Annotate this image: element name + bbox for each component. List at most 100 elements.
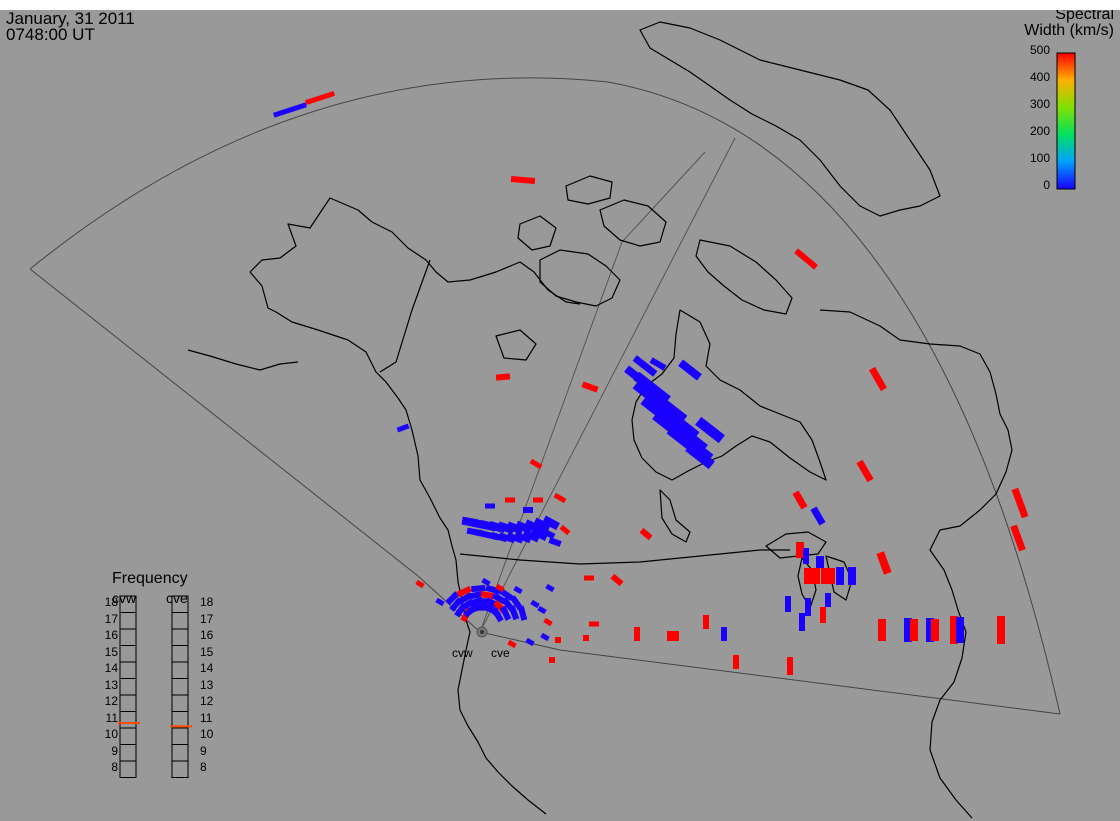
fov-arc (29, 77, 1061, 715)
echo-cell (529, 458, 543, 470)
echo-cell (856, 459, 874, 483)
echo-cell (481, 577, 491, 587)
echo-cell (537, 605, 547, 615)
echo-cell (803, 548, 809, 564)
frequency-scale-right: 9 (200, 743, 207, 758)
echo-cell (639, 527, 653, 541)
echo-cell (396, 423, 410, 433)
echo-cell (468, 591, 484, 600)
station-label-cve: cve (491, 646, 510, 660)
colorbar-tick: 300 (1029, 97, 1050, 111)
echo-cell (1010, 524, 1026, 552)
frequency-cell (171, 727, 189, 745)
frequency-cell (119, 727, 137, 745)
station-label-cvw: cvw (452, 646, 473, 660)
echo-cell (910, 619, 918, 641)
map-canvas: January, 31 2011 0748:00 UT Spectral Wid… (0, 10, 1120, 821)
echo-cell (497, 521, 515, 535)
frequency-cell (119, 744, 137, 762)
aleutians (187, 349, 299, 371)
echo-cell (499, 605, 512, 621)
frequency-cell (119, 694, 137, 712)
colorbar-tick: 100 (1029, 151, 1050, 165)
frequency-radar-label-cvw: cvw (112, 590, 137, 606)
fov-outline (29, 77, 1061, 715)
map-svg (29, 21, 1076, 819)
fov-south-edge (479, 631, 1061, 715)
frequency-cell (119, 678, 137, 696)
echo-cell (553, 492, 567, 504)
canada-us-border (459, 549, 790, 565)
echo-cell (792, 490, 808, 510)
frequency-cell (119, 645, 137, 663)
frequency-cell (171, 661, 189, 679)
echo-cell (435, 597, 445, 607)
frequency-radar-label-cve: cve (166, 590, 188, 606)
echo-cell (508, 605, 520, 621)
frequency-scale-left: 18 (104, 595, 118, 609)
echo-cell (517, 605, 528, 621)
echo-cell (816, 556, 824, 568)
fov-beam-2 (479, 137, 736, 633)
echo-cell (471, 584, 486, 593)
echo-cell (509, 595, 523, 611)
frequency-scale-right: 11 (200, 710, 213, 725)
frequency-scale-right: 13 (200, 677, 214, 692)
alaska-yukon-border (379, 259, 431, 373)
radar-site-dot (480, 630, 484, 634)
echo-cell (848, 567, 856, 585)
echo-cell (799, 613, 805, 631)
echo-cell (796, 542, 804, 558)
frequency-boxes (118, 595, 192, 778)
echo-cell (950, 616, 958, 644)
frequency-title: Frequency (112, 570, 188, 587)
echo-cell (678, 359, 702, 381)
echo-cell (876, 551, 892, 575)
colorbar-title-line1: Spectral (1055, 10, 1114, 23)
echo-cell (530, 528, 548, 541)
echo-cell (415, 579, 425, 589)
echo-cell (805, 598, 811, 616)
echo-cell (545, 583, 555, 593)
colorbar-title-line2: Width (km/s) (1024, 22, 1114, 39)
fov-beam-1 (479, 151, 706, 633)
echo-cell (523, 507, 533, 513)
echo-cell (804, 568, 820, 584)
frequency-scale-right: 18 (200, 595, 214, 609)
echo-cell (525, 637, 535, 647)
echo-cell (506, 521, 524, 535)
frequency-cell (171, 678, 189, 696)
backscatter-echoes (273, 90, 1029, 675)
echo-cell (506, 532, 524, 544)
echo-cell (445, 591, 460, 606)
echo-cell (273, 102, 307, 118)
echo-cell (538, 526, 556, 540)
echo-cell (540, 632, 550, 642)
echo-cell (878, 619, 886, 641)
echo-cell (956, 617, 964, 643)
alaska-south (249, 271, 471, 633)
echo-cell (533, 497, 543, 503)
echo-cell (542, 515, 560, 531)
colorbar-tick: 200 (1029, 124, 1050, 138)
echo-cell (495, 583, 505, 593)
echo-cell (721, 627, 727, 641)
echo-cell (634, 627, 640, 641)
hudson-bay (631, 309, 827, 481)
frequency-scale-right: 17 (200, 611, 214, 626)
frequency-scale-right: 12 (200, 694, 214, 708)
frequency-scale-left: 10 (104, 727, 118, 741)
echo-cell (515, 520, 533, 535)
echo-cell (513, 585, 523, 595)
echo-cell (491, 607, 504, 623)
echo-cell (584, 575, 594, 581)
colorbar-gradient (1056, 52, 1076, 190)
echo-cell (836, 567, 844, 585)
baffin-island (695, 239, 793, 315)
echo-cell (703, 615, 709, 629)
echo-cell (904, 618, 912, 642)
fov-west-edge (29, 268, 481, 633)
frequency-cell (119, 628, 137, 646)
echo-cell (810, 506, 826, 526)
time-label: 0748:00 UT (6, 25, 95, 44)
